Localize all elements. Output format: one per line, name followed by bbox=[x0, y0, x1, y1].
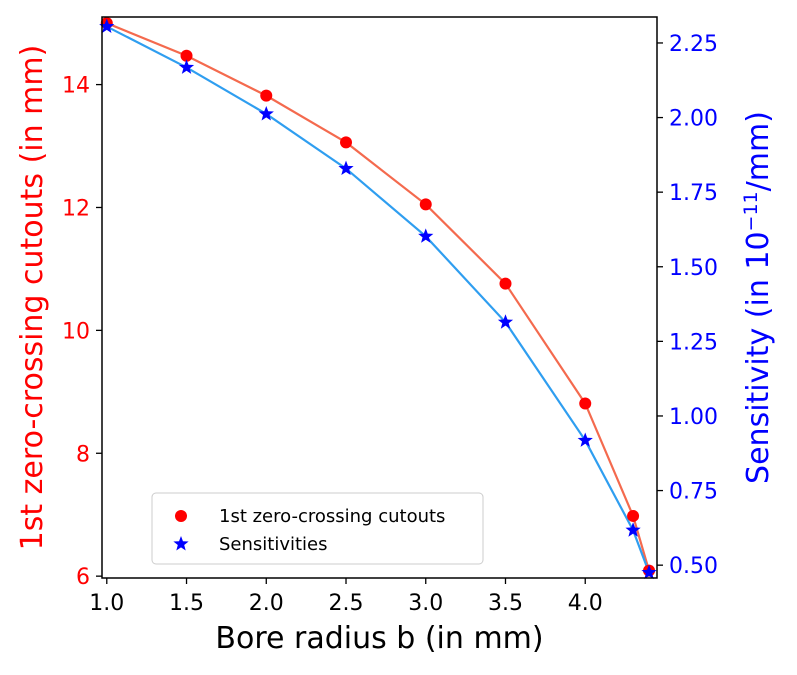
left-y-axis-ticks: 6 8 10 12 14 bbox=[62, 74, 102, 590]
series-0-point bbox=[499, 277, 512, 290]
x-tick-label: 3.0 bbox=[408, 591, 443, 616]
left-y-axis-title: 1st zero-crossing cutouts (in mm) bbox=[15, 45, 50, 551]
x-axis-ticks: 1.0 1.5 2.0 2.5 3.0 3.5 4.0 bbox=[89, 578, 603, 616]
legend-label: 1st zero-crossing cutouts bbox=[219, 506, 445, 527]
series-0-point bbox=[180, 49, 193, 62]
right-y-tick-label: 1.00 bbox=[669, 405, 718, 430]
right-y-tick-label: 1.25 bbox=[669, 330, 718, 355]
right-y-axis-title-end: /mm) bbox=[741, 111, 776, 191]
series-1-point bbox=[99, 18, 115, 34]
legend-label: Sensitivities bbox=[219, 534, 328, 555]
plot-frame bbox=[101, 16, 658, 579]
left-y-tick-label: 8 bbox=[76, 442, 90, 467]
right-y-tick-label: 1.50 bbox=[669, 256, 718, 281]
series-0-point bbox=[340, 136, 353, 149]
legend-marker-circle bbox=[175, 510, 187, 522]
right-y-axis-title-exponent: −11 bbox=[740, 191, 762, 231]
right-y-tick-label: 0.75 bbox=[669, 480, 718, 505]
left-y-tick-label: 10 bbox=[62, 319, 90, 344]
right-y-axis-ticks: 0.50 0.75 1.00 1.25 1.50 1.75 2.00 2.25 bbox=[657, 32, 718, 579]
x-axis-title: Bore radius b (in mm) bbox=[215, 621, 543, 656]
x-tick-label: 1.0 bbox=[89, 591, 124, 616]
legend-box bbox=[151, 492, 484, 565]
series-1-point bbox=[577, 432, 593, 447]
series-1-point bbox=[178, 59, 195, 74]
series-0-point bbox=[627, 509, 640, 522]
series-0-point bbox=[260, 89, 273, 102]
left-y-tick-label: 14 bbox=[62, 74, 90, 99]
right-y-axis-title-main: Sensitivity (in 10 bbox=[741, 231, 776, 483]
series-0-point bbox=[579, 397, 592, 410]
series-1-point bbox=[641, 564, 657, 580]
x-tick-label: 1.5 bbox=[169, 591, 204, 616]
right-y-tick-label: 2.00 bbox=[669, 107, 718, 132]
series-1-point bbox=[338, 160, 354, 176]
plot-lines bbox=[106, 22, 651, 574]
right-y-tick-label: 1.75 bbox=[669, 181, 718, 206]
left-y-tick-label: 6 bbox=[76, 565, 90, 590]
series-1-point bbox=[258, 105, 274, 121]
series-0-point bbox=[419, 198, 432, 211]
series-1-point bbox=[497, 314, 514, 329]
left-y-tick-label: 12 bbox=[62, 196, 90, 221]
x-tick-label: 2.0 bbox=[249, 591, 284, 616]
x-tick-label: 4.0 bbox=[568, 591, 603, 616]
plot-markers bbox=[99, 17, 657, 580]
legend: 1st zero-crossing cutouts Sensitivities bbox=[151, 492, 484, 565]
series-1-point bbox=[625, 522, 641, 537]
legend-marker-star bbox=[173, 536, 189, 551]
right-y-tick-label: 2.25 bbox=[669, 32, 718, 57]
right-y-tick-label: 0.50 bbox=[669, 554, 718, 579]
x-tick-label: 3.5 bbox=[488, 591, 523, 616]
series-line-1 bbox=[106, 25, 651, 574]
series-line-0 bbox=[106, 22, 651, 571]
x-tick-label: 2.5 bbox=[329, 591, 364, 616]
right-y-axis-title: Sensitivity (in 10−11/mm) bbox=[740, 111, 776, 484]
series-1-point bbox=[418, 228, 434, 243]
